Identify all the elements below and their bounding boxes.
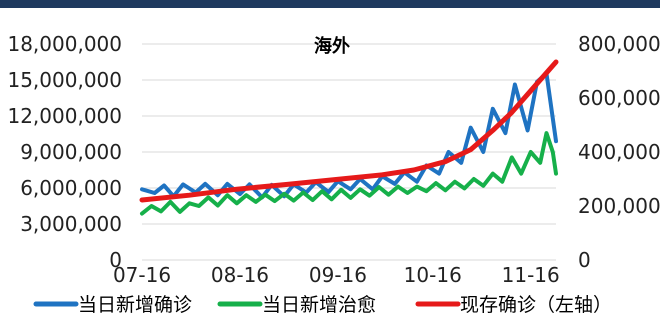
series-line-1 xyxy=(140,71,558,200)
x-tick-label: 10-16 xyxy=(404,263,462,287)
x-tick-label: 07-16 xyxy=(113,263,171,287)
right-tick-label: 800,000 xyxy=(578,32,660,56)
left-tick-label: 0 xyxy=(109,248,122,272)
left-tick-label: 12,000,000 xyxy=(7,104,122,128)
right-axis-ticks: 0 200,000 400,000 600,000 800,000 xyxy=(578,32,660,272)
x-tick-label: 11-16 xyxy=(502,263,560,287)
left-axis-ticks: 0 3,000,000 6,000,000 9,000,000 12,000,000 15… xyxy=(7,32,122,272)
gridlines xyxy=(142,43,556,261)
legend-label: 当日新增确诊 xyxy=(78,294,192,316)
left-tick-label: 3,000,000 xyxy=(20,212,122,236)
right-tick-label: 0 xyxy=(578,248,591,272)
right-tick-label: 400,000 xyxy=(578,140,660,164)
legend-label: 当日新增治愈 xyxy=(262,294,376,316)
left-tick-label: 6,000,000 xyxy=(20,176,122,200)
left-tick-label: 18,000,000 xyxy=(7,32,122,56)
right-tick-label: 200,000 xyxy=(578,194,660,218)
chart-title: 海外 xyxy=(314,35,350,57)
x-tick-label: 09-16 xyxy=(309,263,367,287)
x-axis-ticks: 07-16 08-16 09-16 10-16 11-16 xyxy=(113,263,560,287)
x-tick-label: 08-16 xyxy=(211,263,269,287)
series-line-3 xyxy=(139,59,559,203)
series-line-2 xyxy=(140,131,558,216)
left-tick-label: 9,000,000 xyxy=(20,140,122,164)
header-bar xyxy=(0,0,660,8)
left-tick-label: 15,000,000 xyxy=(7,68,122,92)
legend-label: 现存确诊（左轴） xyxy=(460,294,612,316)
legend: 当日新增确诊 当日新增治愈 现存确诊（左轴） xyxy=(33,294,612,316)
series-lines xyxy=(139,59,559,216)
right-tick-label: 600,000 xyxy=(578,86,660,110)
